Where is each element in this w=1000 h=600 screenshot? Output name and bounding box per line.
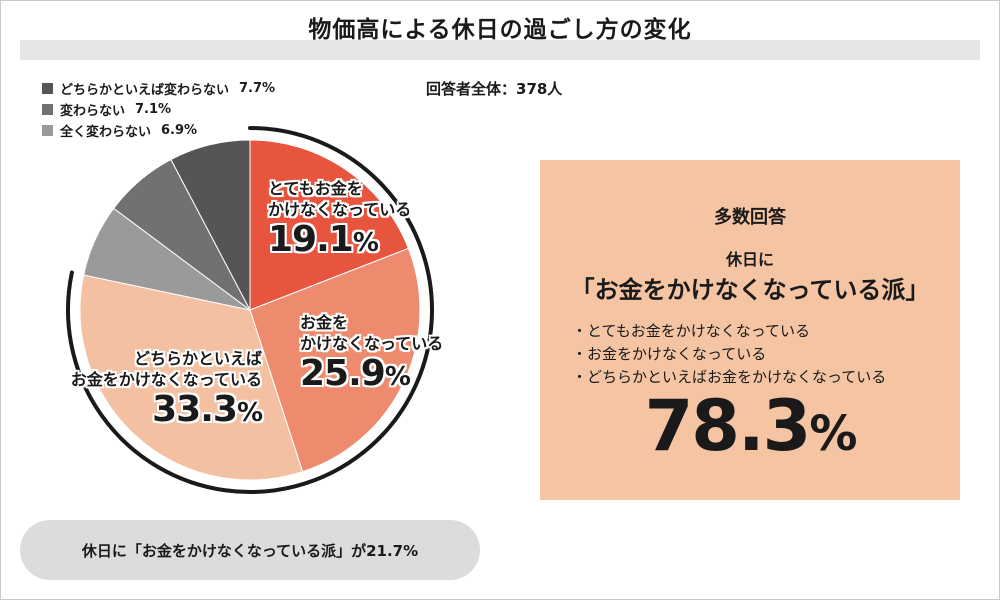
percent-sign: % bbox=[809, 406, 857, 462]
slice-percentage: 33.3% bbox=[22, 389, 263, 433]
legend: どちらかといえば変わらない 7.7% 変わらない 7.1% 全く変わらない 6.… bbox=[42, 78, 275, 141]
legend-swatch bbox=[42, 104, 53, 115]
slice-percentage: 19.1% bbox=[268, 220, 411, 263]
title-bar bbox=[20, 40, 980, 60]
summary-total: 78.3% bbox=[540, 385, 960, 467]
pie-slice-2 bbox=[79, 274, 304, 481]
summary-heading: 多数回答 bbox=[714, 207, 786, 228]
pie-slice-5 bbox=[170, 139, 251, 311]
legend-label: 全く変わらない bbox=[60, 125, 152, 140]
slice-label-line: とてもお金を bbox=[268, 179, 363, 198]
slice-percentage-value: 19.1 bbox=[268, 219, 354, 260]
legend-item: 変わらない 7.1% bbox=[42, 99, 275, 120]
slice-label-line: お金をかけなくなっている bbox=[70, 370, 262, 389]
summary-box: 多数回答 休日に 「お金をかけなくなっている派」 ・とてもお金をかけなくなってい… bbox=[540, 160, 960, 500]
slice-label-line: お金を bbox=[300, 313, 349, 332]
slice-percentage-value: 33.3 bbox=[152, 389, 238, 430]
pie-slice-1 bbox=[249, 247, 421, 473]
legend-value: 6.9% bbox=[161, 123, 198, 138]
slice-percentage-value: 25.9 bbox=[300, 353, 386, 394]
respondent-count: 回答者全体：378人 bbox=[426, 80, 563, 98]
slice-label-cutting: お金を かけなくなっている 25.9% bbox=[300, 312, 443, 397]
summary-list-item: ・お金をかけなくなっている bbox=[572, 345, 767, 363]
slice-label-line: どちらかといえば bbox=[133, 349, 262, 368]
legend-swatch bbox=[42, 83, 53, 94]
slice-label-line: かけなくなっている bbox=[300, 334, 444, 353]
summary-list: ・とてもお金をかけなくなっている ・お金をかけなくなっている ・どちらかといえば… bbox=[572, 320, 886, 389]
slice-percentage: 25.9% bbox=[300, 354, 443, 397]
slice-label-line: かけなくなっている bbox=[268, 200, 412, 219]
legend-item: 全く変わらない 6.9% bbox=[42, 120, 275, 141]
slice-label-very-much: とてもお金を かけなくなっている 19.1% bbox=[268, 178, 411, 263]
legend-label: どちらかといえば変わらない bbox=[60, 83, 230, 98]
summary-list-item: ・とてもお金をかけなくなっている bbox=[572, 322, 811, 340]
percent-sign: % bbox=[352, 228, 379, 258]
pie-slice-0 bbox=[249, 139, 410, 311]
legend-swatch bbox=[42, 125, 53, 136]
highlight-arc bbox=[66, 126, 434, 494]
legend-label: 変わらない bbox=[60, 104, 126, 119]
legend-item: どちらかといえば変わらない 7.7% bbox=[42, 78, 275, 99]
percent-sign: % bbox=[384, 362, 411, 392]
percent-sign: % bbox=[236, 398, 263, 428]
legend-value: 7.1% bbox=[135, 102, 172, 117]
legend-value: 7.7% bbox=[239, 81, 276, 96]
slice-label-somewhat: どちらかといえば お金をかけなくなっている 33.3% bbox=[22, 348, 263, 433]
summary-group-name: 「お金をかけなくなっている派」 bbox=[570, 276, 930, 304]
summary-list-item: ・どちらかといえばお金をかけなくなっている bbox=[572, 368, 887, 386]
summary-subheading: 休日に bbox=[725, 250, 774, 269]
chart-title: 物価高による休日の過ごし方の変化 bbox=[308, 17, 692, 43]
summary-total-value: 78.3 bbox=[644, 385, 812, 467]
bottom-note: 休日に「お金をかけなくなっている派」が21.7% bbox=[20, 520, 480, 580]
